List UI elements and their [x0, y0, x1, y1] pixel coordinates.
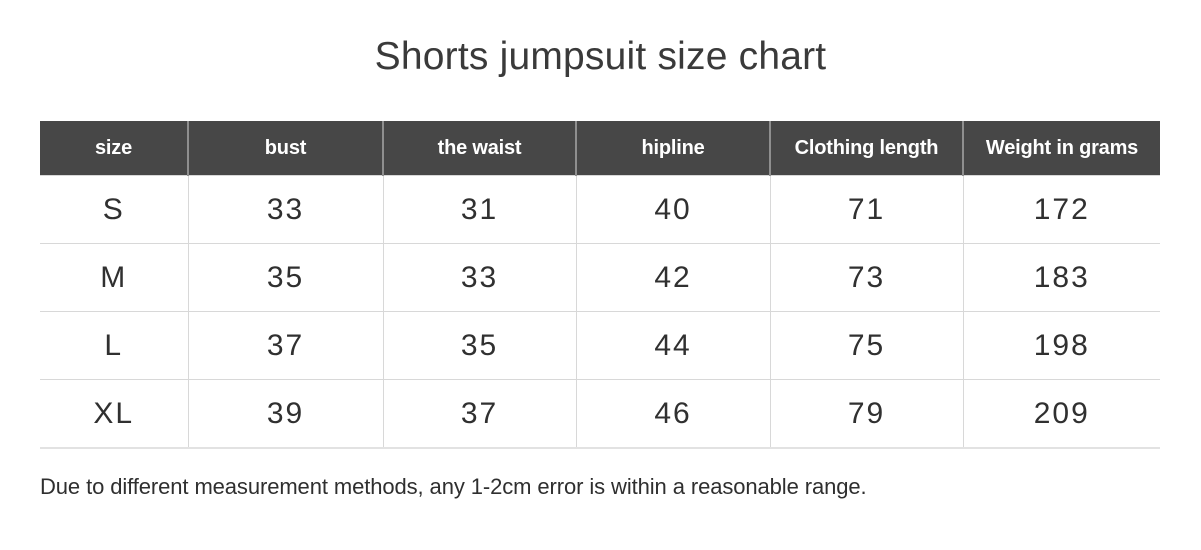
cell-hipline: 44	[576, 311, 771, 380]
column-header-bust: bust	[188, 121, 384, 176]
cell-bust: 37	[188, 311, 384, 380]
cell-size: XL	[40, 379, 189, 449]
column-header-hipline: hipline	[576, 121, 771, 176]
cell-bust: 39	[188, 379, 384, 449]
cell-size: L	[40, 311, 189, 380]
cell-clothing-length: 73	[770, 243, 964, 312]
column-header-weight-in-grams: Weight in grams	[963, 121, 1160, 176]
column-header-clothing-length: Clothing length	[770, 121, 964, 176]
table-row: M 35 33 42 73 183	[40, 243, 1160, 312]
cell-clothing-length: 75	[770, 311, 964, 380]
column-header-the-waist: the waist	[383, 121, 577, 176]
cell-weight-in-grams: 183	[963, 243, 1160, 312]
cell-clothing-length: 71	[770, 175, 964, 244]
cell-the-waist: 35	[383, 311, 577, 380]
measurement-disclaimer: Due to different measurement methods, an…	[40, 474, 867, 499]
cell-weight-in-grams: 198	[963, 311, 1160, 380]
cell-weight-in-grams: 209	[963, 379, 1160, 449]
cell-bust: 35	[188, 243, 384, 312]
table-row: L 37 35 44 75 198	[40, 311, 1160, 380]
cell-hipline: 42	[576, 243, 771, 312]
cell-bust: 33	[188, 175, 384, 244]
column-header-size: size	[40, 121, 189, 176]
cell-size: M	[40, 243, 189, 312]
cell-weight-in-grams: 172	[963, 175, 1160, 244]
cell-the-waist: 37	[383, 379, 577, 449]
table-row: S 33 31 40 71 172	[40, 175, 1160, 244]
table-row: XL 39 37 46 79 209	[40, 379, 1160, 449]
cell-the-waist: 31	[383, 175, 577, 244]
cell-hipline: 40	[576, 175, 771, 244]
table-header-row: size bust the waist hipline Clothing len…	[40, 121, 1160, 176]
cell-clothing-length: 79	[770, 379, 964, 449]
page-title: Shorts jumpsuit size chart	[374, 35, 827, 78]
cell-size: S	[40, 175, 189, 244]
cell-the-waist: 33	[383, 243, 577, 312]
cell-hipline: 46	[576, 379, 771, 449]
size-chart-table: size bust the waist hipline Clothing len…	[40, 121, 1160, 449]
